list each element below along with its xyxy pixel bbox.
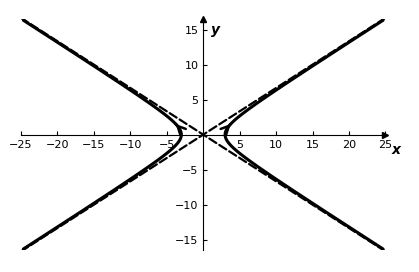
Text: y: y [210, 23, 220, 36]
Text: x: x [391, 143, 400, 157]
